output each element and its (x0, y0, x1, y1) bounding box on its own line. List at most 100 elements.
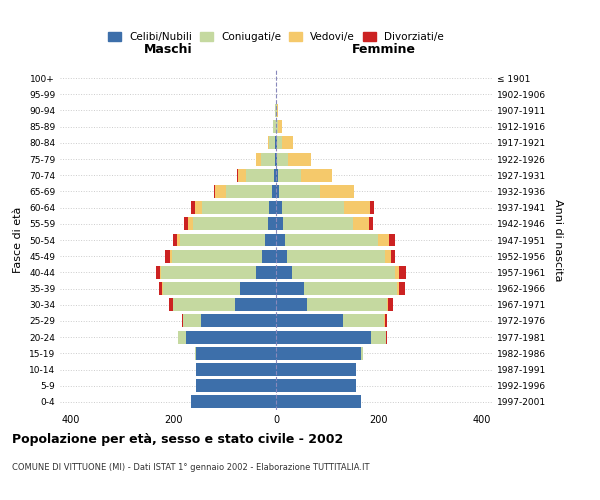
Bar (276, 120, 278, 133)
Bar (370, 201, 374, 214)
Bar (277, 152, 289, 166)
Bar (276, 298, 307, 311)
Bar (276, 152, 277, 166)
Bar (159, 282, 162, 295)
Bar (400, 282, 404, 295)
Bar (277, 104, 278, 117)
Bar (268, 218, 276, 230)
Bar (389, 234, 395, 246)
Bar (173, 234, 177, 246)
Bar (276, 330, 371, 344)
Bar (182, 314, 184, 328)
Bar (235, 298, 276, 311)
Bar (163, 282, 240, 295)
Bar (276, 250, 287, 262)
Bar (260, 152, 275, 166)
Bar (191, 396, 276, 408)
Bar (195, 347, 196, 360)
Y-axis label: Fasce di età: Fasce di età (13, 207, 23, 273)
Bar (275, 152, 276, 166)
Bar (188, 218, 193, 230)
Bar (226, 185, 272, 198)
Bar (282, 201, 344, 214)
Bar (170, 250, 172, 262)
Bar (277, 136, 281, 149)
Y-axis label: Anni di nascita: Anni di nascita (553, 198, 563, 281)
Bar (361, 347, 364, 360)
Bar (276, 169, 278, 181)
Bar (400, 266, 406, 279)
Bar (191, 201, 195, 214)
Bar (384, 314, 385, 328)
Bar (343, 314, 384, 328)
Bar (184, 218, 188, 230)
Bar (276, 347, 361, 360)
Bar (391, 250, 395, 262)
Bar (276, 363, 356, 376)
Bar (186, 330, 276, 344)
Bar (278, 169, 301, 181)
Bar (178, 330, 186, 344)
Bar (276, 396, 361, 408)
Bar (272, 185, 276, 198)
Bar (162, 282, 163, 295)
Bar (353, 218, 369, 230)
Bar (304, 282, 397, 295)
Bar (279, 185, 320, 198)
Text: Maschi: Maschi (143, 44, 193, 57)
Bar (307, 298, 386, 311)
Text: Femmine: Femmine (352, 44, 416, 57)
Bar (278, 120, 282, 133)
Bar (276, 266, 292, 279)
Bar (276, 185, 279, 198)
Bar (256, 266, 276, 279)
Text: Popolazione per età, sesso e stato civile - 2002: Popolazione per età, sesso e stato civil… (12, 432, 343, 446)
Bar (160, 266, 161, 279)
Bar (385, 250, 391, 262)
Bar (269, 201, 276, 214)
Bar (262, 250, 276, 262)
Bar (285, 234, 378, 246)
Bar (193, 218, 268, 230)
Bar (265, 234, 276, 246)
Bar (378, 234, 389, 246)
Bar (274, 120, 276, 133)
Bar (172, 250, 262, 262)
Bar (301, 169, 332, 181)
Bar (369, 218, 373, 230)
Bar (166, 250, 170, 262)
Legend: Celibi/Nubili, Coniugati/e, Vedovi/e, Divorziati/e: Celibi/Nubili, Coniugati/e, Vedovi/e, Di… (104, 28, 448, 46)
Bar (202, 314, 276, 328)
Bar (274, 169, 276, 181)
Bar (283, 218, 353, 230)
Bar (238, 169, 245, 181)
Bar (196, 379, 276, 392)
Bar (276, 282, 304, 295)
Bar (184, 314, 202, 328)
Bar (276, 314, 343, 328)
Bar (276, 201, 282, 214)
Bar (395, 266, 400, 279)
Bar (240, 282, 276, 295)
Bar (268, 136, 269, 149)
Bar (177, 234, 180, 246)
Bar (320, 185, 353, 198)
Bar (196, 347, 276, 360)
Bar (196, 363, 276, 376)
Bar (161, 266, 256, 279)
Bar (202, 201, 269, 214)
Bar (385, 314, 386, 328)
Bar (156, 266, 160, 279)
Bar (281, 136, 293, 149)
Bar (173, 298, 235, 311)
Bar (276, 234, 285, 246)
Bar (169, 298, 173, 311)
Bar (180, 234, 265, 246)
Bar (276, 379, 356, 392)
Bar (269, 136, 275, 149)
Bar (195, 201, 202, 214)
Bar (245, 169, 274, 181)
Text: COMUNE DI VITTUONE (MI) - Dati ISTAT 1° gennaio 2002 - Elaborazione TUTTITALIA.I: COMUNE DI VITTUONE (MI) - Dati ISTAT 1° … (12, 463, 370, 472)
Bar (276, 218, 283, 230)
Bar (214, 185, 215, 198)
